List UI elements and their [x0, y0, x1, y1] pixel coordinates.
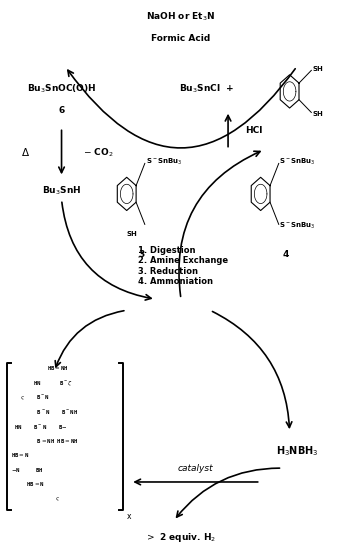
Text: HB$=$NH: HB$=$NH — [47, 365, 69, 372]
Text: SH: SH — [312, 66, 323, 72]
Text: $\varsigma$    B$^-$N: $\varsigma$ B$^-$N — [20, 393, 50, 402]
Text: S$^-$SnBu$_3$: S$^-$SnBu$_3$ — [279, 220, 316, 230]
Text: HN      B$^-\zeta$: HN B$^-\zeta$ — [33, 379, 72, 388]
Text: HN    B$^-$N    B$-$: HN B$^-$N B$-$ — [14, 423, 68, 430]
Text: HB$=$N: HB$=$N — [20, 480, 45, 488]
Text: B$^-$N    B$^-$NH: B$^-$N B$^-$NH — [27, 408, 78, 416]
Text: HB$=$N: HB$=$N — [11, 452, 29, 459]
Text: B$=$NH HB$=$NH: B$=$NH HB$=$NH — [27, 437, 79, 445]
Text: $>$ 2 equiv. H$_2$: $>$ 2 equiv. H$_2$ — [146, 531, 216, 544]
Text: x: x — [127, 512, 131, 521]
Text: H$_3$NBH$_3$: H$_3$NBH$_3$ — [275, 445, 318, 458]
Text: SH: SH — [312, 111, 323, 116]
Text: catalyst: catalyst — [178, 464, 213, 473]
Text: SH: SH — [126, 231, 137, 237]
Text: NaOH or Et$_3$N: NaOH or Et$_3$N — [146, 11, 216, 23]
Text: S$^-$SnBu$_3$: S$^-$SnBu$_3$ — [146, 157, 182, 167]
Text: Formic Acid: Formic Acid — [151, 34, 211, 43]
Text: 6: 6 — [58, 106, 65, 115]
Text: 3: 3 — [138, 250, 144, 259]
Text: $-$ CO$_2$: $-$ CO$_2$ — [83, 146, 113, 158]
Text: Bu$_3$SnH: Bu$_3$SnH — [42, 185, 81, 197]
Text: Bu$_3$SnOC(O)H: Bu$_3$SnOC(O)H — [27, 83, 96, 95]
Text: 4: 4 — [283, 250, 289, 259]
Text: $\Delta$: $\Delta$ — [21, 146, 30, 158]
Text: $-$N     BH: $-$N BH — [11, 466, 43, 474]
Text: HCl: HCl — [245, 126, 262, 135]
Text: $\varsigma$: $\varsigma$ — [36, 495, 61, 502]
Text: S$^-$SnBu$_3$: S$^-$SnBu$_3$ — [279, 157, 316, 167]
Text: 1. Digestion
2. Amine Exchange
3. Reduction
4. Ammoniation: 1. Digestion 2. Amine Exchange 3. Reduct… — [138, 246, 228, 286]
Text: Bu$_3$SnCl  +: Bu$_3$SnCl + — [179, 83, 234, 95]
